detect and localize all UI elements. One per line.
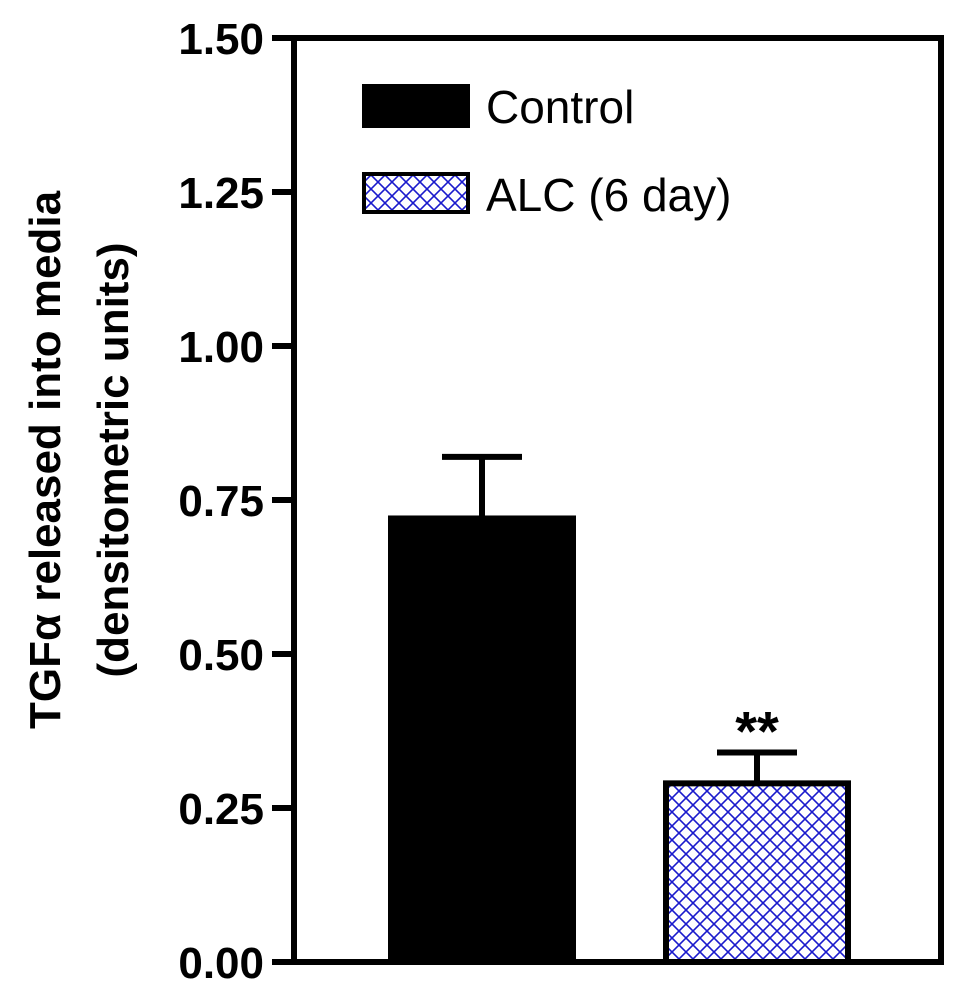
legend-swatch-alc — [362, 172, 470, 214]
y-tick-label: 0.50 — [178, 631, 264, 680]
y-tick-label: 0.75 — [178, 477, 264, 526]
y-tick-label: 1.00 — [178, 323, 264, 372]
bar-alc — [663, 780, 851, 965]
error-bar-alc — [717, 749, 797, 784]
annotations: ** — [735, 700, 779, 763]
legend-label-control: Control — [486, 81, 634, 133]
plot-frame — [291, 35, 944, 965]
y-axis-label-line2: (densitometric units) — [89, 242, 138, 677]
y-axis-label: TGFα released into media (densitometric … — [21, 190, 138, 729]
y-axis-label-line1: TGFα released into media — [21, 190, 70, 729]
legend-label-alc: ALC (6 day) — [486, 169, 731, 221]
error-bar-control — [442, 453, 522, 519]
y-tick-label: 0.00 — [178, 939, 264, 988]
bars — [388, 515, 851, 965]
legend: Control ALC (6 day) — [362, 81, 731, 221]
bar-control — [388, 515, 576, 965]
y-tick-label: 0.25 — [178, 785, 264, 834]
significance-annotation: ** — [735, 700, 779, 763]
y-tick-label: 1.25 — [178, 169, 264, 218]
error-bars — [442, 453, 797, 784]
y-axis-ticks: 0.00 0.25 0.50 0.75 1.00 1.25 1.50 — [178, 15, 294, 988]
legend-swatch-control — [362, 84, 470, 128]
y-tick-label: 1.50 — [178, 15, 264, 64]
